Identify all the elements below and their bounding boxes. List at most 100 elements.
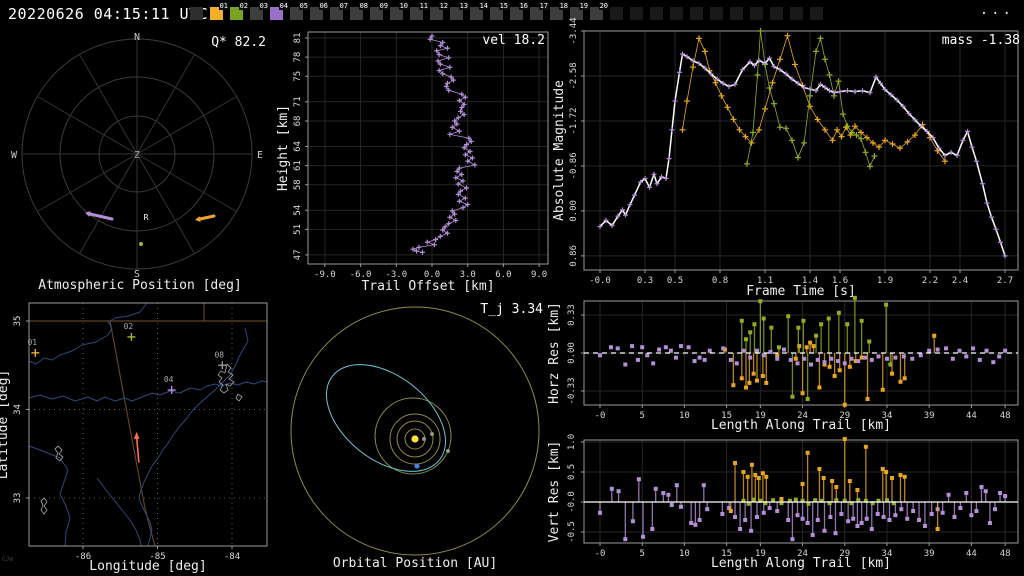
svg-text:1.6: 1.6	[832, 276, 848, 286]
station-chip-x23[interactable]	[650, 7, 663, 20]
orbit-panel: T_j 3.34 Orbital Position [AU]	[280, 298, 550, 576]
svg-text:Absolute Magnitude: Absolute Magnitude	[552, 80, 567, 221]
svg-text:-0.5: -0.5	[567, 521, 577, 543]
station-chip-x0[interactable]	[190, 7, 203, 20]
svg-text:-6.0: -6.0	[350, 270, 372, 280]
station-chip-03[interactable]: 03	[250, 2, 269, 20]
svg-text:04: 04	[164, 375, 174, 384]
svg-text:Vert Res [km]: Vert Res [km]	[547, 441, 562, 543]
station-chip-label: 02	[238, 2, 249, 10]
station-chip-x27[interactable]	[730, 7, 743, 20]
svg-text:02: 02	[124, 322, 134, 331]
station-chip-x21[interactable]	[610, 7, 623, 20]
station-chip-08[interactable]: 08	[350, 2, 369, 20]
atmospheric-polar-chart: N S W E Z R	[11, 32, 263, 280]
svg-text:Frame Time [s]: Frame Time [s]	[746, 284, 856, 299]
svg-text:E: E	[257, 150, 263, 161]
svg-text:10: 10	[679, 411, 690, 421]
svg-text:54: 54	[293, 205, 303, 216]
station-chip-19[interactable]: 19	[570, 2, 589, 20]
station-chip-x30[interactable]	[790, 7, 803, 20]
svg-text:6.0: 6.0	[495, 270, 511, 280]
station-chip-x25[interactable]	[690, 7, 703, 20]
station-chip-label: 11	[418, 2, 429, 10]
station-chip-x29[interactable]	[770, 7, 783, 20]
svg-text:0.00: 0.00	[567, 342, 577, 364]
station-chip-x28[interactable]	[750, 7, 763, 20]
svg-text:1.0: 1.0	[567, 434, 577, 450]
station-chip-label: 01	[218, 2, 229, 10]
station-chip-17[interactable]: 17	[530, 2, 549, 20]
station-chip-x24[interactable]	[670, 7, 683, 20]
tj-stat: T_j 3.34	[480, 302, 543, 317]
svg-text:-86: -86	[75, 552, 91, 562]
station-chip-12[interactable]: 12	[430, 2, 449, 20]
magnitude-panel: -0.0 0.3 0.5 0.8 1.1 1.4 1.6 1.9 2.2 2.4 2.7 -3.44 -…	[550, 17, 1024, 299]
svg-text:2.2: 2.2	[922, 276, 938, 286]
vert-res-panel: -0 5 10 15 19 24 29 34 39 44 48 1.0 0.5 -0.0 -0.5 Lengt…	[547, 434, 1024, 576]
svg-text:01: 01	[27, 338, 37, 347]
station-chip-15[interactable]: 15	[490, 2, 509, 20]
station-chip-10[interactable]: 10	[390, 2, 409, 20]
svg-text:-0: -0	[595, 549, 606, 559]
map-panel: 01 02 04 08 -86 -85 -84 35 34 33 Longitude [deg] La…	[0, 298, 280, 576]
svg-text:Longitude [deg]: Longitude [deg]	[89, 559, 206, 574]
svg-text:68: 68	[293, 116, 303, 127]
magnitude-chart: -0.0 0.3 0.5 0.8 1.1 1.4 1.6 1.9 2.2 2.4 2.7 -3.44 -…	[552, 17, 1019, 299]
svg-text:-3.0: -3.0	[385, 270, 407, 280]
svg-text:1.4: 1.4	[802, 276, 818, 286]
svg-text:-84: -84	[224, 552, 240, 562]
station-chip-02[interactable]: 02	[230, 2, 249, 20]
station-chip-x31[interactable]	[810, 7, 823, 20]
svg-text:48: 48	[1000, 411, 1011, 421]
svg-text:5: 5	[639, 549, 644, 559]
station-chip-07[interactable]: 07	[330, 2, 349, 20]
station-chip-09[interactable]: 09	[370, 2, 389, 20]
station-chip-04[interactable]: 04	[270, 2, 289, 20]
horz-res-chart: -0 5 10 15 19 24 29 34 39 44 48 0.33 0.00 -0.33 Length…	[547, 295, 1019, 433]
station-chip-18[interactable]: 18	[550, 2, 569, 20]
station-chip-05[interactable]: 05	[290, 2, 309, 20]
station-chip-13[interactable]: 13	[450, 2, 469, 20]
station-chip-x26[interactable]	[710, 7, 723, 20]
svg-text:0.00: 0.00	[569, 200, 579, 222]
svg-text:81: 81	[293, 33, 303, 44]
station-chip-14[interactable]: 14	[470, 2, 489, 20]
watermark: GJW	[2, 556, 13, 563]
station-chip-label: 12	[438, 2, 449, 10]
map-chart: 01 02 04 08 -86 -85 -84 35 34 33 Longitude [deg] La…	[0, 302, 268, 574]
station-chip-label: 18	[558, 2, 569, 10]
svg-text:71: 71	[293, 96, 303, 107]
station-chips: 01 02 03 04 05 06 07 08 09 10 11 12 13 14 15 16 17 18 19 20	[190, 2, 830, 20]
orbit-chart	[290, 306, 540, 556]
svg-text:5: 5	[639, 411, 644, 421]
svg-text:0.33: 0.33	[567, 304, 577, 326]
station-chip-label: 19	[578, 2, 589, 10]
svg-text:Length Along Trail [km]: Length Along Trail [km]	[711, 556, 891, 571]
svg-text:35: 35	[13, 316, 23, 327]
station-chip-11[interactable]: 11	[410, 2, 429, 20]
svg-text:Height [km]: Height [km]	[276, 105, 291, 191]
station-chip-20[interactable]: 20	[590, 2, 609, 20]
station-chip-x22[interactable]	[630, 7, 643, 20]
horz-res-panel: -0 5 10 15 19 24 29 34 39 44 48 0.33 0.00 -0.33 Length…	[547, 295, 1024, 437]
station-chip-label: 04	[278, 2, 289, 10]
svg-text:15: 15	[721, 549, 732, 559]
station-chip-01[interactable]: 01	[210, 2, 229, 20]
station-chip-label: 13	[458, 2, 469, 10]
station-chip-06[interactable]: 06	[310, 2, 329, 20]
svg-text:51: 51	[293, 224, 303, 235]
svg-text:-0.0: -0.0	[567, 491, 577, 513]
svg-text:Trail Offset [km]: Trail Offset [km]	[361, 279, 494, 294]
station-chip-label: 07	[338, 2, 349, 10]
timestamp-label: 20220626 04:15:11 UTC	[8, 5, 209, 23]
svg-text:39: 39	[924, 411, 935, 421]
station-chip-16[interactable]: 16	[510, 2, 529, 20]
overflow-menu-button[interactable]: ...	[979, 2, 1014, 18]
station-chip-label: 10	[398, 2, 409, 10]
station-chip-label: 08	[358, 2, 369, 10]
svg-text:0.8: 0.8	[712, 276, 728, 286]
vert-res-chart: -0 5 10 15 19 24 29 34 39 44 48 1.0 0.5 -0.0 -0.5 Lengt…	[547, 434, 1019, 571]
svg-text:29: 29	[839, 549, 850, 559]
svg-text:2.4: 2.4	[952, 276, 968, 286]
